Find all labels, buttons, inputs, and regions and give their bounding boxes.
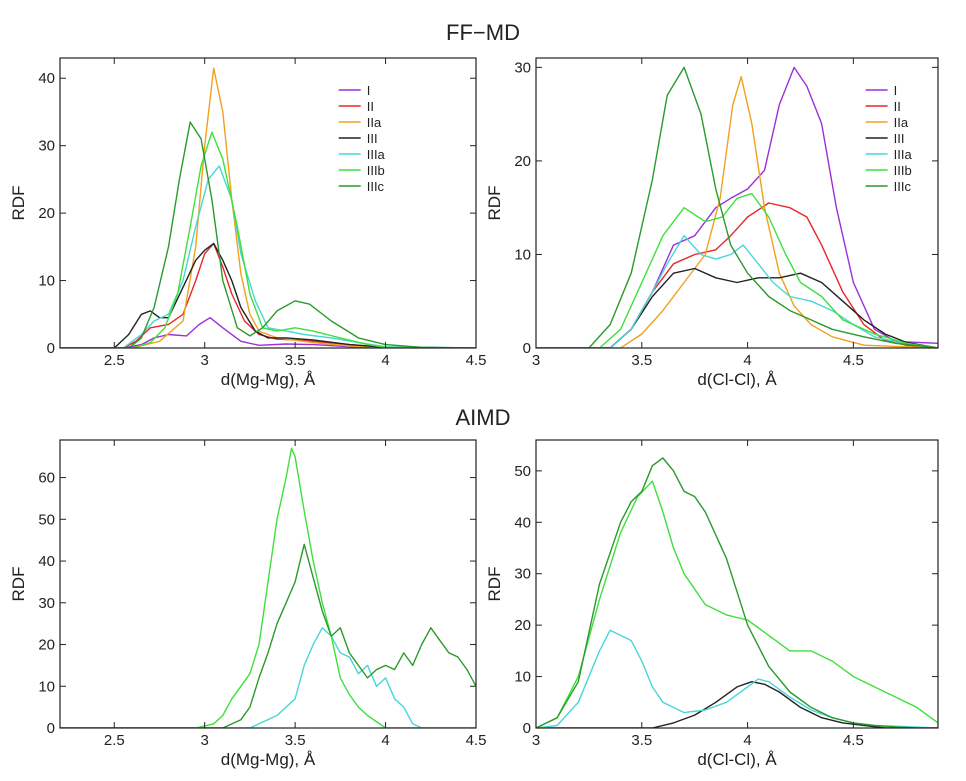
x-tick-label: 3 (201, 352, 209, 369)
y-tick-label: 60 (38, 470, 55, 487)
x-tick-label: 3 (532, 732, 540, 749)
y-tick-label: 0 (523, 720, 531, 737)
ffmd-section-title: FF−MD (446, 20, 520, 45)
series-line-iii (536, 267, 938, 348)
series-line-iiia (536, 629, 938, 728)
y-tick-label: 0 (47, 340, 55, 357)
x-axis-label: d(Cl-Cl), Å (697, 750, 777, 769)
y-tick-label: 40 (38, 553, 55, 570)
legend-label-iii: III (894, 131, 905, 146)
series-line-iiib (536, 480, 938, 728)
x-tick-label: 2.5 (104, 732, 125, 749)
series-line-i (536, 66, 938, 348)
y-tick-label: 40 (38, 70, 55, 87)
y-tick-label: 0 (523, 340, 531, 357)
y-axis-label: RDF (485, 567, 504, 602)
legend-label-iiia: IIIa (894, 147, 913, 162)
x-tick-label: 3 (201, 732, 209, 749)
x-tick-label: 4.5 (843, 732, 864, 749)
x-tick-label: 4 (381, 352, 389, 369)
y-tick-label: 20 (514, 617, 531, 634)
legend-label-iia: IIa (894, 115, 909, 130)
x-tick-label: 4.5 (466, 732, 487, 749)
legend-label-iiic: IIIc (367, 179, 385, 194)
y-tick-label: 40 (514, 514, 531, 531)
series-line-iiic (536, 66, 938, 348)
x-axis-label: d(Mg-Mg), Å (221, 370, 316, 389)
y-tick-label: 50 (38, 511, 55, 528)
x-tick-label: 3.5 (285, 352, 306, 369)
y-tick-label: 10 (514, 669, 531, 686)
plot-frame (535, 57, 939, 349)
y-tick-label: 20 (514, 153, 531, 170)
y-tick-label: 30 (38, 595, 55, 612)
legend-label-iiia: IIIa (367, 147, 386, 162)
x-tick-label: 4 (743, 732, 751, 749)
chart-panel-4: 3 3.5 4 4.5 0 10 20 30 40 50 d(Cl-Cl), Å RDF (485, 439, 939, 769)
y-tick-label: 10 (38, 273, 55, 290)
series-line-ii (60, 242, 476, 348)
series-line-iiib (60, 131, 476, 348)
aimd-section-title: AIMD (456, 405, 511, 430)
plot-frame (535, 439, 939, 729)
series-line-iiib (60, 447, 476, 728)
y-tick-label: 20 (38, 205, 55, 222)
y-tick-label: 30 (514, 59, 531, 76)
plot-frame (59, 439, 477, 729)
series-group (536, 66, 938, 348)
series-line-iiib (536, 192, 938, 348)
x-tick-label: 4.5 (466, 352, 487, 369)
y-tick-label: 10 (38, 678, 55, 695)
legend-label-ii: II (367, 99, 374, 114)
x-tick-label: 4.5 (843, 352, 864, 369)
legend-label-ii: II (894, 99, 901, 114)
legend-label-iii: III (367, 131, 378, 146)
series-line-iiic (60, 543, 476, 728)
x-tick-label: 3 (532, 352, 540, 369)
legend-label-iia: IIa (367, 115, 382, 130)
y-tick-label: 10 (514, 246, 531, 263)
series-line-iiic (60, 121, 476, 348)
x-axis-label: d(Cl-Cl), Å (697, 370, 777, 389)
x-axis-label: d(Mg-Mg), Å (221, 750, 316, 769)
series-line-iia (536, 75, 938, 348)
series-line-iia (60, 67, 476, 348)
series-group (536, 457, 938, 728)
y-tick-label: 30 (514, 566, 531, 583)
y-tick-label: 30 (38, 138, 55, 155)
y-axis-label: RDF (9, 567, 28, 602)
x-tick-label: 4 (743, 352, 751, 369)
series-line-iiic (536, 457, 938, 728)
chart-panel-3: 2.5 3 3.5 4 4.5 0 10 20 30 40 50 60 d(Mg-Mg), Å RDF (9, 439, 487, 769)
x-tick-label: 4 (381, 732, 389, 749)
x-tick-label: 2.5 (104, 352, 125, 369)
y-axis-label: RDF (485, 186, 504, 221)
x-tick-label: 3.5 (285, 732, 306, 749)
x-tick-label: 3.5 (631, 732, 652, 749)
plot-frame (59, 57, 477, 349)
series-group (60, 67, 476, 348)
series-line-ii (536, 202, 938, 348)
series-group (60, 447, 476, 728)
legend-label-i: I (367, 83, 371, 98)
series-line-iii (536, 681, 938, 728)
series-line-iiia (60, 627, 476, 728)
legend-label-iiib: IIIb (367, 163, 385, 178)
y-axis-label: RDF (9, 186, 28, 221)
series-line-iii (60, 242, 476, 348)
legend-label-iiib: IIIb (894, 163, 912, 178)
y-tick-label: 0 (47, 720, 55, 737)
legend-label-iiic: IIIc (894, 179, 912, 194)
legend-label-i: I (894, 83, 898, 98)
x-tick-label: 3.5 (631, 352, 652, 369)
y-tick-label: 50 (514, 463, 531, 480)
series-line-i (60, 317, 476, 348)
y-tick-label: 20 (38, 637, 55, 654)
